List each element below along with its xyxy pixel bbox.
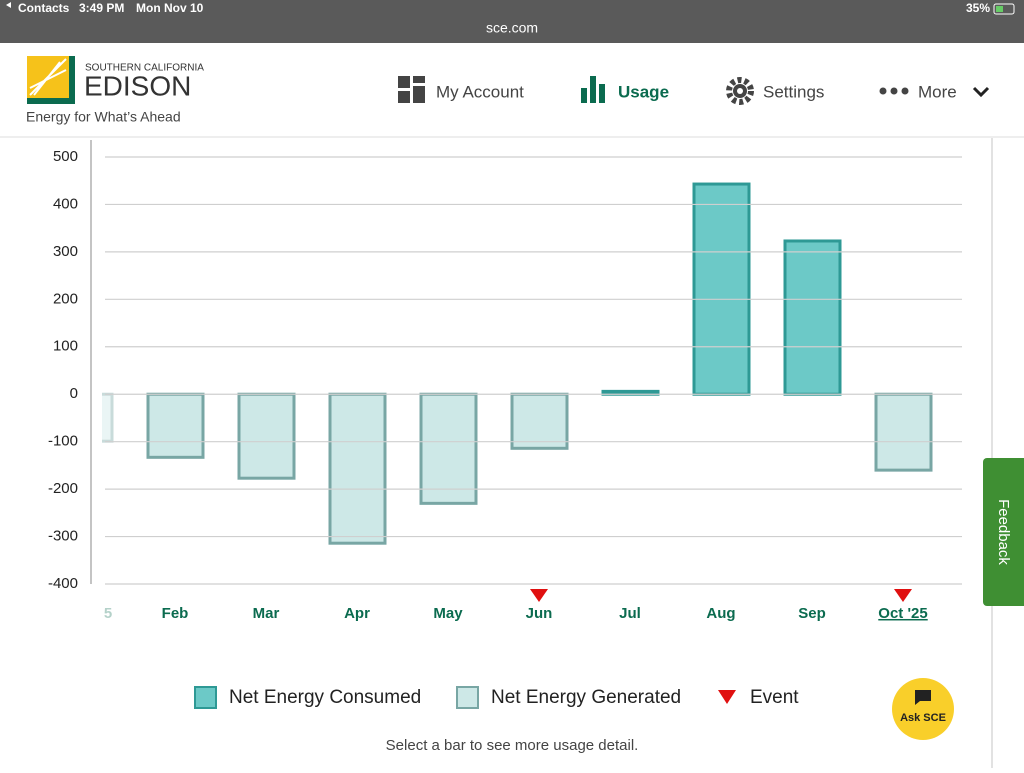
bar [146,392,205,459]
y-tick-label: 300 [53,243,78,260]
y-tick-label: 200 [53,290,78,307]
event-marker [530,589,548,602]
nav-item[interactable]: More [918,82,957,101]
bar [102,392,114,443]
usage-icon [590,76,596,103]
bar [692,182,751,396]
more-icon [890,87,898,95]
account-icon [398,91,410,103]
legend-swatch [194,686,217,709]
bar [419,392,478,505]
x-tick-label: Jun [526,605,553,622]
battery-icon [993,3,1015,15]
status-bar [0,0,1024,43]
y-tick-label: -100 [48,433,78,450]
battery-fill [996,6,1003,12]
x-tick-label: Mar [253,605,280,622]
x-tick-label: Jul [619,605,641,622]
bar [510,392,569,450]
bar [783,239,842,396]
account-icon [398,76,410,88]
y-tick-label: 100 [53,338,78,355]
legend-event-marker [718,690,736,704]
x-tick-label: Oct '25 [878,605,927,622]
bar [237,392,296,480]
ask-label: Ask SCE [900,712,946,724]
feedback-label: Feedback [995,499,1012,565]
settings-icon [726,77,754,105]
event-marker [894,589,912,602]
legend-label: Net Energy Consumed [229,687,421,708]
y-tick-label: -200 [48,480,78,497]
feedback-tab[interactable] [983,458,1024,606]
more-icon [879,87,887,95]
chevron [972,86,990,98]
more-icon [901,87,909,95]
x-tick-label: Sep [798,605,826,622]
date: Mon Nov 10 [136,1,204,15]
battery-level: 35% [966,1,990,15]
time: 3:49 PM [79,1,124,15]
brand: EDISON [84,70,191,101]
bar [874,392,933,472]
x-tick-label: Feb [162,605,189,622]
brand-top: SOUTHERN CALIFORNIA [85,63,204,74]
nav-item[interactable]: Settings [763,82,824,101]
nav-item-active[interactable]: Usage [618,82,669,101]
nav: My Account Usage Settings More [398,76,990,105]
back-icon [6,2,11,8]
legend-label: Net Energy Generated [491,687,681,708]
usage-icon [599,84,605,103]
y-tick-label: 0 [70,385,78,402]
account-icon [413,86,425,103]
hint: Select a bar to see more usage detail. [386,737,639,754]
bar [328,392,387,545]
x-tick-label: Aug [706,605,735,622]
settings-icon [737,88,743,94]
y-tick-label: -300 [48,528,78,545]
y-tick-label: 400 [53,195,78,212]
back-app[interactable]: Contacts [18,1,70,15]
x-tick-label: Apr [344,605,370,622]
legend-label: Event [750,687,799,708]
ask-button[interactable] [892,678,954,740]
x-tick-label: May [433,605,463,622]
y-tick-label: 500 [53,148,78,165]
tagline: Energy for What’s Ahead [26,109,181,125]
header [0,43,1024,137]
nav-item[interactable]: My Account [436,82,524,101]
x-tick-label: 5 [104,605,112,622]
y-tick-label: -400 [48,575,78,592]
logo-rays [29,58,67,96]
legend-swatch [456,686,479,709]
ask-icon [915,690,931,705]
usage-icon [581,88,587,103]
url[interactable]: sce.com [486,20,538,36]
account-icon [413,76,425,83]
